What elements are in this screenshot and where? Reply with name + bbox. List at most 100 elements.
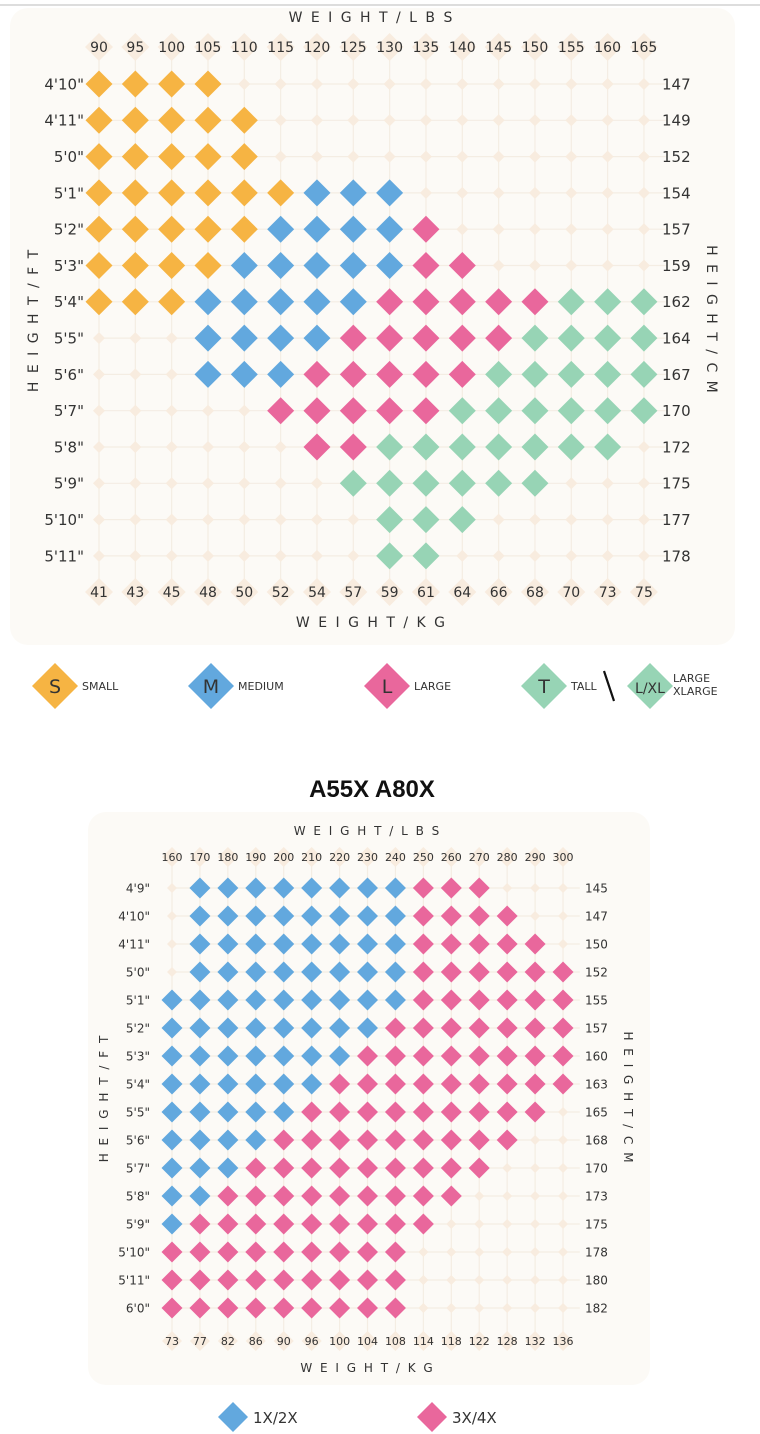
weight-lbs-label: 270 xyxy=(469,851,490,864)
label-bg-diamond xyxy=(411,33,440,61)
label-bg-diamond xyxy=(469,847,490,867)
weight-lbs-label: 160 xyxy=(162,851,183,864)
size-cell-S xyxy=(121,143,149,171)
size-cell-P xyxy=(468,1045,490,1067)
size-cell-B xyxy=(217,1073,239,1095)
weight-kg-label: 59 xyxy=(381,585,399,601)
size-cell-P xyxy=(357,1157,379,1179)
weight-lbs-label: 170 xyxy=(189,851,210,864)
size-cell-S xyxy=(194,179,222,207)
label-bg-diamond xyxy=(375,578,404,606)
label-bg-diamond xyxy=(189,847,210,867)
label-bg-diamond xyxy=(469,1331,490,1351)
size-cell-B xyxy=(329,1017,351,1039)
size-cell-P xyxy=(412,905,434,927)
size-cell-B xyxy=(189,1017,211,1039)
empty-cell xyxy=(310,477,323,490)
empty-cell xyxy=(502,883,513,893)
size-cell-B xyxy=(329,877,351,899)
size-cell-P xyxy=(357,1241,379,1263)
size-cell-P xyxy=(440,905,462,927)
size-cell-B xyxy=(273,989,295,1011)
label-bg-diamond xyxy=(273,847,294,867)
weight-kg-label: 108 xyxy=(385,1335,406,1348)
empty-cell xyxy=(310,78,323,90)
height-ft-label: 4'10" xyxy=(118,909,150,923)
label-bg-diamond xyxy=(525,1331,546,1351)
size-cell-P xyxy=(357,1045,379,1067)
height-ft-label: 5'5" xyxy=(126,1105,150,1119)
size-cell-B xyxy=(161,1073,183,1095)
size-cell-P xyxy=(301,1129,323,1151)
height-cm-label: 170 xyxy=(585,1161,608,1175)
empty-cell xyxy=(558,1135,569,1145)
empty-cell xyxy=(456,150,469,163)
size-cell-P xyxy=(301,1269,323,1291)
empty-cell xyxy=(558,1163,569,1173)
size-cell-L xyxy=(339,324,367,352)
empty-cell xyxy=(238,477,251,490)
label-bg-diamond xyxy=(85,33,113,61)
empty-cell xyxy=(474,1219,485,1229)
size-cell-M xyxy=(230,324,258,352)
empty-cell xyxy=(446,1275,457,1285)
height-ft-label: 5'6" xyxy=(54,366,84,384)
size-cell-B xyxy=(384,877,406,899)
label-bg-diamond xyxy=(193,33,222,61)
size-cell-P xyxy=(552,961,574,983)
height-ft-label: 5'7" xyxy=(54,402,84,420)
empty-cell xyxy=(93,549,105,562)
size-cell-B xyxy=(189,1157,211,1179)
size-cell-P xyxy=(245,1297,267,1319)
size-cell-B xyxy=(273,877,295,899)
weight-kg-label: 77 xyxy=(193,1335,207,1348)
size-cell-P xyxy=(496,1073,518,1095)
size-cell-B xyxy=(245,1045,267,1067)
size-cell-P xyxy=(217,1213,239,1235)
height-cm-label: 164 xyxy=(662,330,691,348)
empty-cell xyxy=(558,1107,569,1117)
empty-cell xyxy=(93,368,105,381)
weight-kg-label: 122 xyxy=(469,1335,490,1348)
empty-cell xyxy=(274,441,287,453)
size-cell-P xyxy=(468,1157,490,1179)
empty-cell xyxy=(165,332,178,345)
empty-cell xyxy=(528,78,541,90)
legend-label: TALL xyxy=(570,680,598,693)
legend-item-1x-2x: 1X/2X xyxy=(218,1402,298,1432)
right-axis-title: H E I G H T / C M xyxy=(703,245,719,395)
size-cell-P xyxy=(384,1101,406,1123)
size-cell-B xyxy=(357,1017,379,1039)
size-cell-L xyxy=(485,324,513,352)
empty-cell xyxy=(530,1219,541,1229)
size-cell-P xyxy=(217,1269,239,1291)
size-cell-M xyxy=(267,288,295,316)
size-cell-P xyxy=(468,1101,490,1123)
size-cell-P xyxy=(440,1101,462,1123)
size-cell-P xyxy=(384,1129,406,1151)
label-bg-diamond xyxy=(157,578,186,606)
size-cell-T xyxy=(594,324,622,352)
empty-cell xyxy=(492,223,505,236)
empty-cell xyxy=(383,150,396,163)
size-cell-L xyxy=(303,433,331,461)
empty-cell xyxy=(93,477,105,490)
size-cell-B xyxy=(217,989,239,1011)
size-cell-P xyxy=(412,877,434,899)
size-cell-P xyxy=(552,1073,574,1095)
height-ft-label: 5'11" xyxy=(44,547,84,565)
size-cell-T xyxy=(448,397,476,425)
size-cell-P xyxy=(245,1269,267,1291)
weight-lbs-label: 230 xyxy=(357,851,378,864)
left-axis-title: H E I G H T / F T xyxy=(26,248,42,392)
size-cell-M xyxy=(267,215,295,243)
empty-cell xyxy=(201,549,214,562)
empty-cell xyxy=(528,513,541,526)
empty-cell xyxy=(310,549,323,562)
empty-cell xyxy=(502,1191,513,1201)
size-cell-P xyxy=(440,1073,462,1095)
size-cell-M xyxy=(339,252,367,279)
empty-cell xyxy=(492,549,505,562)
empty-cell xyxy=(419,150,432,163)
